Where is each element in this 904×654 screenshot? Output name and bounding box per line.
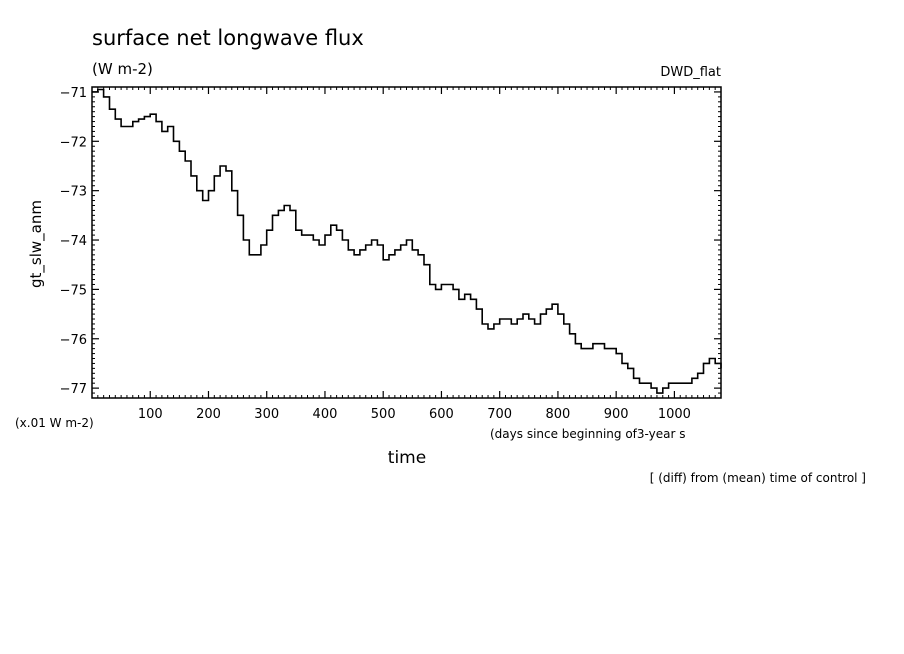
x-tick-label: 200	[196, 407, 221, 422]
y-tick-label: −72	[60, 135, 87, 150]
y-tick-label: −75	[60, 283, 87, 298]
y-tick-label: −74	[60, 234, 87, 249]
dataset-label: DWD_flat	[660, 65, 721, 80]
x-tick-label: 700	[487, 407, 512, 422]
x-axis-note: (days since beginning of3-year s	[490, 427, 686, 441]
x-tick-label: 400	[313, 407, 338, 422]
footnote: [ (diff) from (mean) time of control ]	[650, 471, 866, 485]
x-tick-label: 900	[604, 407, 629, 422]
chart-units: (W m-2)	[92, 60, 153, 78]
chart-title: surface net longwave flux	[92, 26, 364, 50]
y-tick-label: −77	[60, 382, 87, 397]
minor-ticks	[92, 87, 721, 398]
x-tick-label: 800	[546, 407, 571, 422]
series-line	[92, 88, 722, 394]
x-axis-label: time	[388, 448, 426, 468]
y-tick-label: −76	[60, 333, 87, 348]
x-tick-label: 100	[138, 407, 163, 422]
y-tick-label: −71	[60, 86, 87, 101]
x-tick-label: 500	[371, 407, 396, 422]
y-axis-label: gt_slw_anm	[27, 200, 46, 288]
x-tick-label: 300	[254, 407, 279, 422]
x-tick-label: 600	[429, 407, 454, 422]
y-tick-label: −73	[60, 185, 87, 200]
y-axis-ticks: −71 −72 −73 −74 −75 −76 −77	[60, 86, 721, 397]
x-tick-label: 1000	[658, 407, 691, 422]
y-scale-note: (x.01 W m-2)	[15, 416, 94, 430]
x-axis-ticks: 100 200 300 400 500 600 700 800 900 1000	[138, 87, 691, 422]
